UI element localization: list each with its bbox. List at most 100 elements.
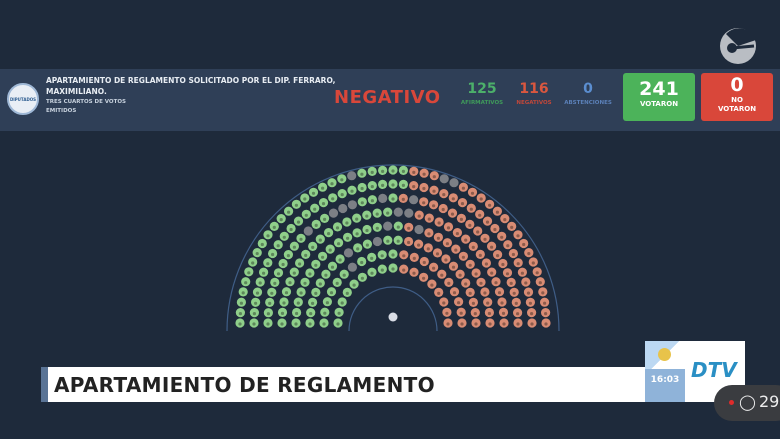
seat-affirmative: [252, 287, 263, 297]
seat-affirmative: [276, 214, 286, 224]
seat-negative: [511, 297, 521, 307]
seat-negative: [521, 277, 531, 287]
seat-avatar-icon: [360, 186, 364, 191]
seat-negative: [451, 244, 461, 254]
seat-absent: [414, 224, 424, 235]
seat-avatar-icon: [266, 234, 270, 238]
seat-avatar-icon: [471, 301, 475, 305]
seat-avatar-icon: [479, 281, 483, 285]
diputados-seal-logo: DIPUTADOS: [7, 83, 39, 115]
seat-avatar-icon: [308, 272, 312, 276]
seat-avatar-icon: [488, 203, 492, 207]
seat-affirmative: [388, 263, 398, 273]
seat-avatar-icon: [251, 261, 255, 265]
seat-affirmative: [377, 250, 387, 260]
seat-avatar-icon: [417, 214, 421, 218]
seat-avatar-icon: [295, 311, 299, 316]
seat-avatar-icon: [412, 256, 416, 260]
seat-avatar-icon: [474, 272, 478, 276]
seat-affirmative: [311, 219, 321, 229]
seat-negative: [429, 262, 439, 272]
seat-avatar-icon: [336, 322, 340, 326]
seat-avatar-icon: [522, 242, 526, 247]
seat-negative: [519, 238, 529, 249]
seat-affirmative: [235, 308, 245, 318]
seat-avatar-icon: [412, 271, 416, 275]
seat-affirmative: [362, 210, 372, 220]
seat-avatar-icon: [484, 262, 488, 266]
seat-absent: [347, 262, 357, 272]
seat-affirmative: [322, 297, 332, 307]
seat-avatar-icon: [272, 225, 276, 229]
seat-avatar-icon: [396, 225, 400, 229]
seat-avatar-icon: [464, 282, 468, 286]
live-viewers-badge[interactable]: ◯ 29: [714, 385, 780, 421]
seat-avatar-icon: [323, 217, 327, 221]
seat-avatar-icon: [437, 221, 441, 225]
seat-negative: [528, 257, 538, 267]
seat-negative: [466, 203, 476, 213]
seat-avatar-icon: [442, 301, 446, 305]
seat-avatar-icon: [474, 322, 478, 326]
seat-avatar-icon: [437, 291, 441, 295]
seat-avatar-icon: [422, 186, 426, 191]
seat-avatar-icon: [360, 276, 364, 280]
seat-avatar-icon: [360, 260, 364, 265]
seat-negative: [497, 231, 507, 241]
seat-avatar-icon: [380, 254, 384, 258]
seat-negative: [475, 249, 485, 259]
seat-avatar-icon: [365, 228, 369, 233]
seat-avatar-icon: [308, 322, 312, 326]
seat-affirmative: [263, 308, 273, 318]
seat-avatar-icon: [535, 271, 539, 275]
seat-avatar-icon: [254, 301, 258, 305]
seat-negative: [500, 214, 510, 224]
seat-affirmative: [269, 221, 279, 231]
seat-avatar-icon: [321, 255, 325, 259]
seat-negative: [419, 256, 429, 267]
seat-avatar-icon: [514, 301, 518, 305]
seat-affirmative: [337, 174, 347, 184]
seat-avatar-icon: [238, 312, 242, 316]
seat-affirmative: [378, 165, 388, 175]
seat-negative: [456, 307, 466, 317]
channel-logo-icon: [720, 28, 756, 64]
seat-affirmative: [281, 287, 292, 297]
seat-affirmative: [367, 166, 377, 176]
seat-avatar-icon: [516, 322, 520, 326]
seat-avatar-icon: [342, 273, 346, 277]
seat-avatar-icon: [345, 221, 349, 225]
seat-affirmative: [263, 318, 273, 328]
seat-avatar-icon: [323, 311, 327, 315]
headline: APARTAMIENTO DE REGLAMENTO: [54, 373, 435, 397]
seat-avatar-icon: [370, 199, 374, 203]
seat-affirmative: [337, 189, 347, 199]
seat-avatar-icon: [459, 217, 463, 221]
seat-avatar-icon: [464, 238, 468, 242]
not-voted-box: 0 NO VOTARON: [701, 73, 773, 121]
seat-negative: [419, 272, 429, 282]
seat-avatar-icon: [313, 207, 317, 211]
seat-avatar-icon: [304, 253, 308, 257]
seat-avatar-icon: [541, 291, 545, 295]
seat-affirmative: [367, 195, 377, 205]
seat-negative: [468, 241, 478, 251]
seat-negative: [508, 248, 518, 259]
seat-avatar-icon: [432, 189, 436, 193]
seat-affirmative: [284, 206, 294, 216]
outer-arc: [226, 164, 560, 332]
seat-avatar-icon: [543, 301, 547, 305]
seat-affirmative: [332, 277, 342, 287]
seat-avatar-icon: [345, 291, 349, 295]
seat-avatar-icon: [303, 281, 307, 285]
negative-count: 116 NEGATIVOS: [516, 81, 552, 106]
seat-negative: [535, 277, 545, 287]
seat-negative: [419, 197, 429, 207]
seat-avatar-icon: [255, 252, 259, 256]
seat-affirmative: [249, 308, 259, 318]
seat-avatar-icon: [422, 172, 426, 176]
seat-avatar-icon: [381, 183, 385, 187]
seat-affirmative: [315, 234, 325, 244]
seat-avatar-icon: [478, 213, 482, 217]
seat-negative: [487, 241, 497, 251]
